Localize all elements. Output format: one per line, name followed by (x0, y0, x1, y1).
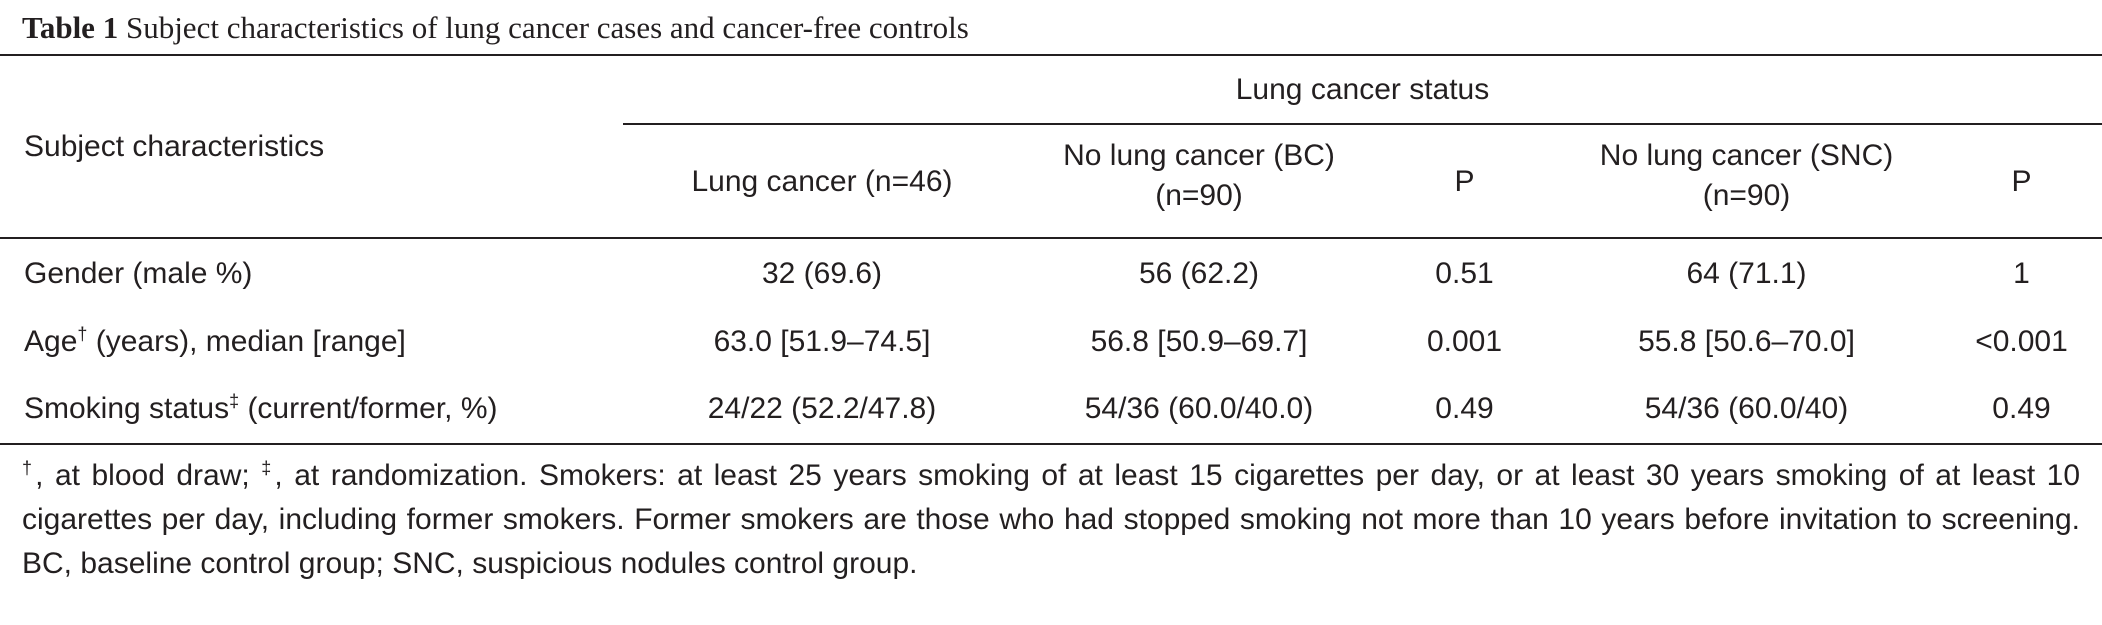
col-header-snc-line2: (n=90) (1702, 179, 1791, 212)
table-cell: 0.001 (1426, 325, 1503, 358)
footnote-dagger: † (22, 458, 36, 478)
table-cell: 56 (62.2) (1138, 257, 1260, 290)
table-footnote: †, at blood draw; ‡, at randomization. S… (22, 458, 2081, 580)
table-cell: 24/22 (52.2/47.8) (707, 392, 937, 425)
table-cell: 0.49 (1435, 392, 1494, 425)
table-cell: 64 (71.1) (1686, 257, 1807, 290)
dagger-mark: † (77, 324, 88, 344)
table-label: Table 1 (22, 10, 119, 45)
top-rule (0, 54, 2102, 56)
table-cell: 0.49 (1992, 392, 2051, 425)
row-header-label: Subject characteristics (24, 130, 325, 163)
table-cell: <0.001 (1975, 325, 2068, 358)
table-cell: 63.0 [51.9–74.5] (713, 325, 931, 358)
double-dagger-mark: ‡ (229, 391, 240, 411)
table-caption: Table 1 Subject characteristics of lung … (22, 8, 969, 48)
table-cell: 56.8 [50.9–69.7] (1090, 325, 1308, 358)
row-label-smoking: Smoking status‡ (current/former, %) (24, 391, 498, 425)
col-header-lung-cancer: Lung cancer (n=46) (691, 165, 953, 198)
header-rule (0, 237, 2102, 239)
table-cell: 55.8 [50.6–70.0] (1638, 325, 1855, 358)
col-header-snc-line1: No lung cancer (SNC) (1599, 139, 1894, 172)
bottom-rule (0, 443, 2102, 445)
col-header-bc-line1: No lung cancer (BC) (1063, 139, 1335, 172)
footnote-double-dagger: ‡ (261, 458, 275, 478)
group-header: Lung cancer status (1235, 73, 1490, 106)
col-header-bc: No lung cancer (BC) (n=90) (1021, 136, 1377, 216)
table-title: Subject characteristics of lung cancer c… (125, 10, 969, 45)
group-header-rule (623, 123, 2102, 125)
table-cell: 54/36 (60.0/40.0) (1084, 392, 1314, 425)
table-cell: 1 (2013, 257, 2030, 290)
table-cell: 54/36 (60.0/40) (1644, 392, 1849, 425)
col-header-snc: No lung cancer (SNC) (n=90) (1552, 136, 1941, 216)
col-header-p1: P (1454, 165, 1475, 198)
col-header-p2: P (2011, 165, 2032, 198)
row-label-age: Age† (years), median [range] (24, 324, 406, 358)
table-cell: 0.51 (1435, 257, 1494, 290)
table-cell: 32 (69.6) (761, 257, 883, 290)
col-header-bc-line2: (n=90) (1155, 179, 1243, 212)
row-label-gender: Gender (male %) (24, 257, 253, 290)
